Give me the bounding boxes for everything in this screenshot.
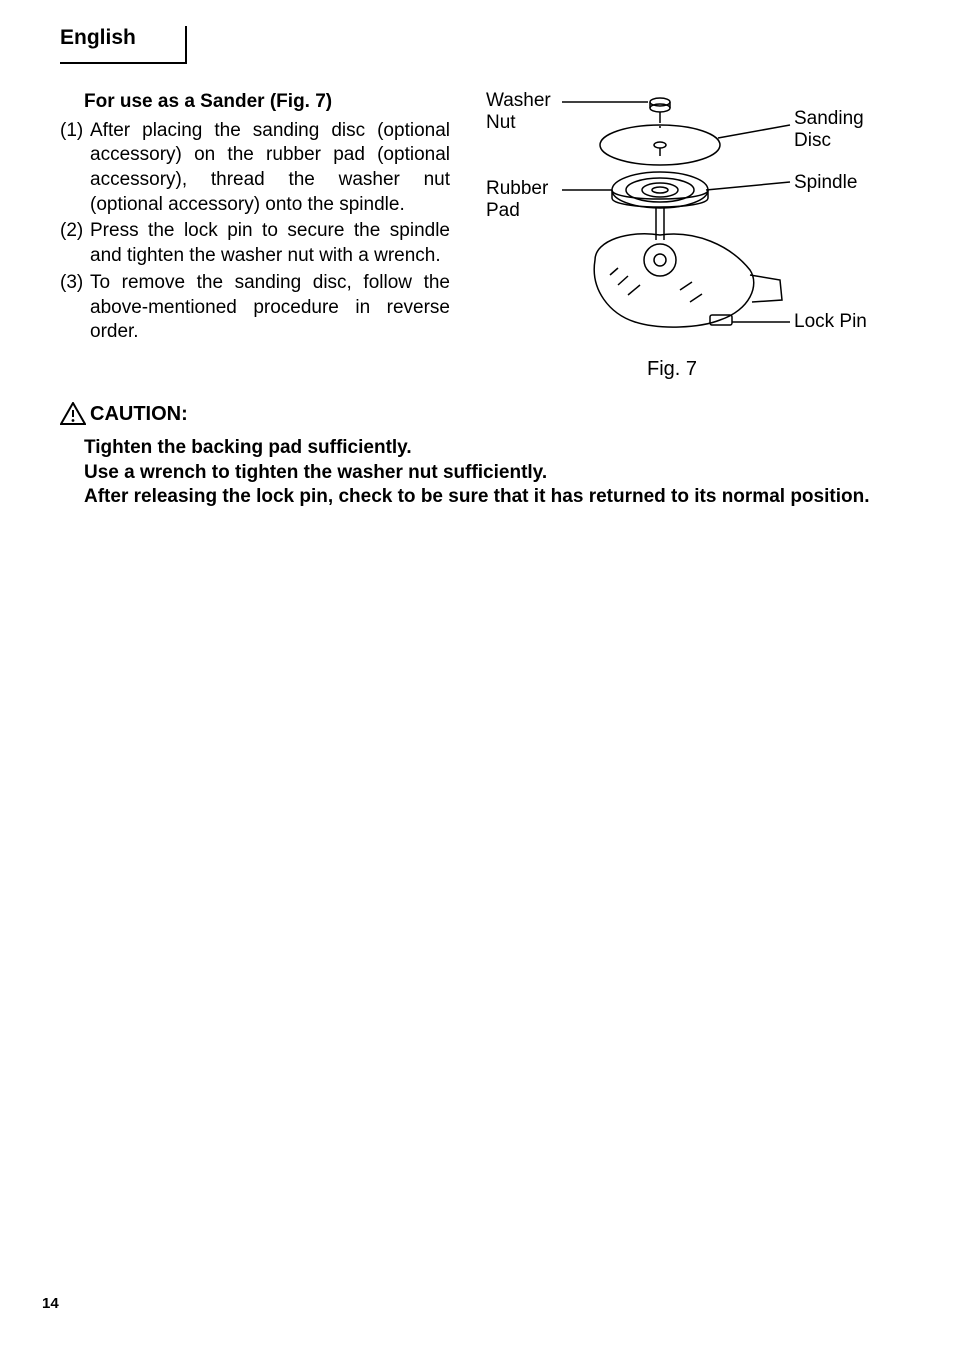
step-item: (2) Press the lock pin to secure the spi…: [60, 219, 450, 268]
caution-line: Tighten the backing pad sufficiently.: [84, 436, 894, 461]
manual-page: English For use as a Sander (Fig. 7) (1)…: [0, 0, 954, 1352]
label-rubber-pad: Rubber Pad: [486, 178, 548, 222]
label-washer-nut: Washer Nut: [486, 90, 551, 134]
step-number: (2): [60, 219, 90, 268]
label-spindle: Spindle: [794, 172, 857, 194]
figure-column: Washer Nut Rubber Pad Sanding Disc Spind…: [450, 90, 894, 380]
step-text: To remove the sanding disc, follow the a…: [90, 271, 450, 345]
content-area: For use as a Sander (Fig. 7) (1) After p…: [60, 90, 894, 510]
warning-icon: [60, 402, 86, 426]
figure-caption: Fig. 7: [450, 358, 894, 381]
label-sanding-disc: Sanding Disc: [794, 108, 864, 152]
step-text: After placing the sanding disc (optional…: [90, 119, 450, 218]
section-title: For use as a Sander (Fig. 7): [84, 90, 450, 115]
caution-line: After releasing the lock pin, check to b…: [84, 485, 894, 510]
step-item: (3) To remove the sanding disc, follow t…: [60, 271, 450, 345]
step-number: (3): [60, 271, 90, 345]
caution-body: Tighten the backing pad sufficiently. Us…: [84, 436, 894, 510]
step-item: (1) After placing the sanding disc (opti…: [60, 119, 450, 218]
instructions-column: For use as a Sander (Fig. 7) (1) After p…: [60, 90, 450, 347]
caution-label: CAUTION:: [90, 403, 188, 426]
language-tab: English: [60, 26, 187, 64]
page-number: 14: [42, 1295, 59, 1312]
two-column-layout: For use as a Sander (Fig. 7) (1) After p…: [60, 90, 894, 380]
step-text: Press the lock pin to secure the spindle…: [90, 219, 450, 268]
caution-heading: CAUTION:: [60, 402, 894, 426]
step-number: (1): [60, 119, 90, 218]
label-lock-pin: Lock Pin: [794, 311, 867, 333]
caution-line: Use a wrench to tighten the washer nut s…: [84, 461, 894, 486]
steps-list: (1) After placing the sanding disc (opti…: [60, 119, 450, 345]
